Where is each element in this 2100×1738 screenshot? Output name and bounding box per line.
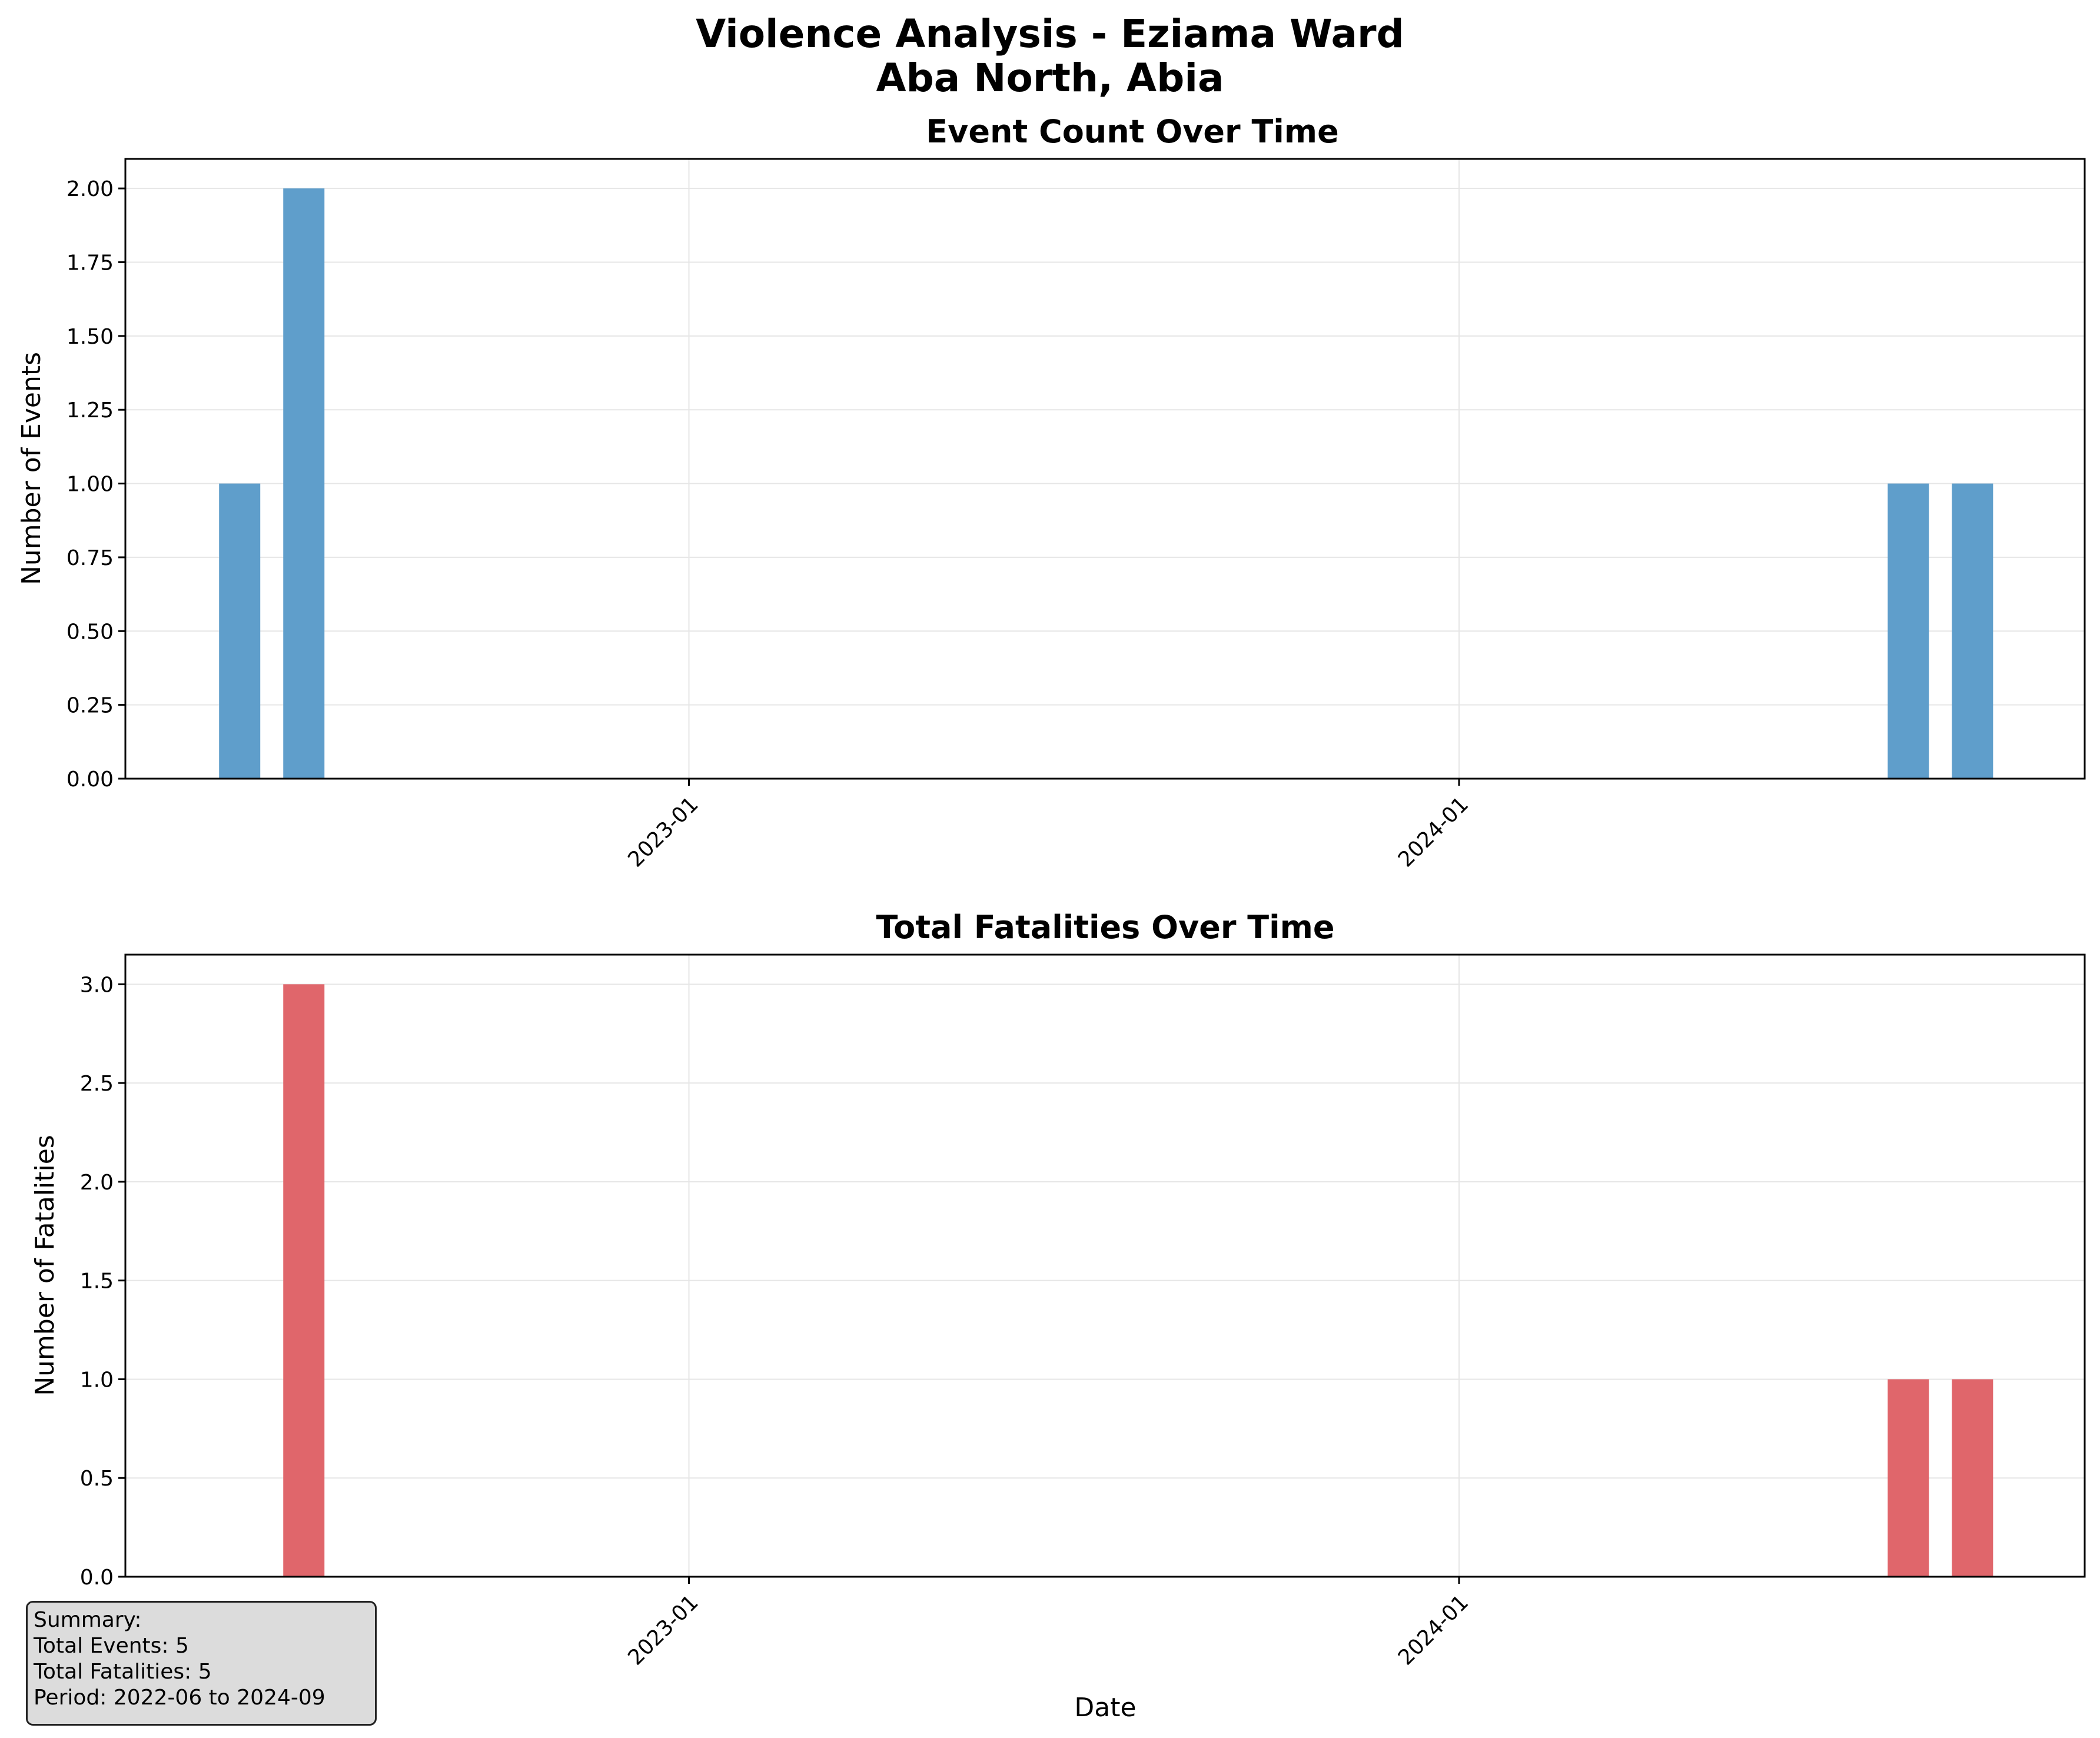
events-grid [125,159,2085,779]
fatalities-y-tick-label: 2.5 [80,1072,114,1096]
events-bar-2022-07 [283,188,325,779]
fatalities-y-tick-label: 0.0 [80,1566,114,1590]
events-y-tick-label: 0.75 [67,546,114,570]
summary-total-fatalities: Total Fatalities: 5 [34,1660,212,1684]
fatalities-x-axis-label: Date [1074,1693,1136,1723]
summary-period: Period: 2022-06 to 2024-09 [34,1686,325,1710]
events-y-tick-label: 0.00 [67,767,114,792]
events-y-tick-label: 1.00 [67,473,114,497]
events-y-tick-label: 0.50 [67,620,114,644]
summary-total-events: Total Events: 5 [34,1634,189,1658]
fatalities-x-tick-label: 2023-01 [623,1590,703,1670]
fatalities-y-tick-label: 2.0 [80,1171,114,1195]
events-plot-frame [124,158,2086,780]
summary-box: Summary: Total Events: 5 Total Fatalitie… [26,1601,377,1726]
fatalities-grid [125,955,2085,1577]
fatalities-chart-title: Total Fatalities Over Time [876,909,1334,946]
events-y-axis-label: Number of Events [16,352,46,585]
events-panel: Event Count Over Time 0.00 0.25 0.50 0.75 1.… [16,113,2086,872]
fatalities-y-tick-label: 0.5 [80,1467,114,1491]
events-y-tick-label: 1.25 [67,398,114,423]
events-x-tick-label: 2024-01 [1394,792,1473,872]
fatalities-y-tick-label: 3.0 [80,973,114,997]
events-bar-2022-06 [219,483,261,779]
events-bars [219,188,1993,779]
fatalities-bars [283,984,1993,1577]
fatalities-y-tick-label: 1.0 [80,1368,114,1392]
fatalities-x-ticks: 2023-01 2024-01 [623,1577,1473,1670]
fatalities-y-ticks: 0.0 0.5 1.0 1.5 2.0 2.5 3.0 [80,973,125,1590]
events-y-ticks: 0.00 0.25 0.50 0.75 1.00 1.25 1.50 1.75 2.00 [67,177,125,792]
fatalities-y-tick-label: 1.5 [80,1270,114,1294]
fatalities-panel: Total Fatalities Over Time 0.0 0.5 1.0 1.5 2… [30,909,2086,1723]
events-bar-2024-08 [1888,483,1929,779]
fatalities-bar-2024-09 [1952,1379,1993,1577]
summary-heading: Summary: [34,1608,142,1632]
fatalities-bar-2022-07 [283,984,325,1577]
fatalities-plot-frame [124,953,2086,1578]
fatalities-x-tick-label: 2024-01 [1394,1590,1473,1670]
events-y-tick-label: 0.25 [67,694,114,718]
figure-title-line1: Violence Analysis - Eziama Ward [696,11,1404,57]
fatalities-y-axis-label: Number of Fatalities [30,1135,60,1396]
fatalities-bar-2024-08 [1888,1379,1929,1577]
events-y-tick-label: 2.00 [67,177,114,201]
events-chart-title: Event Count Over Time [926,113,1338,150]
events-y-tick-label: 1.75 [67,251,114,275]
events-x-ticks: 2023-01 2024-01 [623,779,1473,872]
events-y-tick-label: 1.50 [67,325,114,349]
events-x-tick-label: 2023-01 [623,792,703,872]
events-bar-2024-09 [1952,483,1993,779]
figure-title-line2: Aba North, Abia [876,55,1224,101]
